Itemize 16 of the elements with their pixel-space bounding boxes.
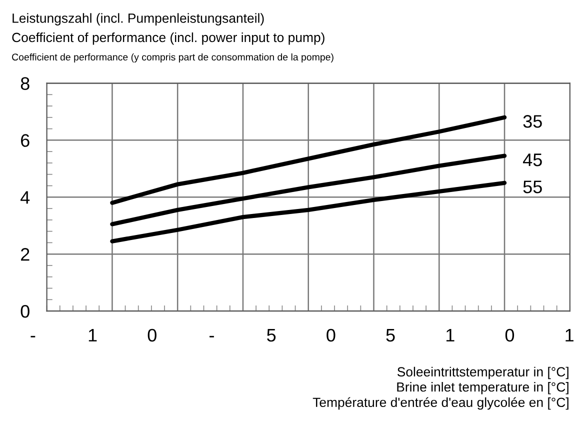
y-tick-label: 2 — [21, 248, 30, 261]
y-tick-label: 8 — [20, 77, 30, 90]
series-label: 35 — [523, 115, 542, 128]
x-axis-title: Soleeintrittstemperatur in [°C] Brine inlet temperature in [°C] Température d'entrée d'eau glycolée en [°C] — [312, 366, 568, 410]
text: - 1 0 - 5 0 5 1 0 1 — [30, 328, 574, 342]
chart-subtitle: Coefficient of performance (incl. power input to pump) — [12, 32, 324, 45]
y-tick-label: 6 — [21, 134, 30, 147]
line-series — [110, 115, 507, 205]
y-tick-label: 0 — [20, 304, 30, 318]
line-series — [110, 180, 507, 244]
text: Coefficient de performance (y compris part de consommation de la pompe) — [12, 53, 334, 62]
series-label: 45 — [522, 154, 542, 166]
chart-title: Leistungszahl (incl. Pumpenleistungsanteil) — [12, 13, 264, 26]
series-label: 55 — [523, 180, 542, 194]
y-tick-label: 4 — [20, 191, 30, 204]
line-series — [110, 154, 507, 226]
